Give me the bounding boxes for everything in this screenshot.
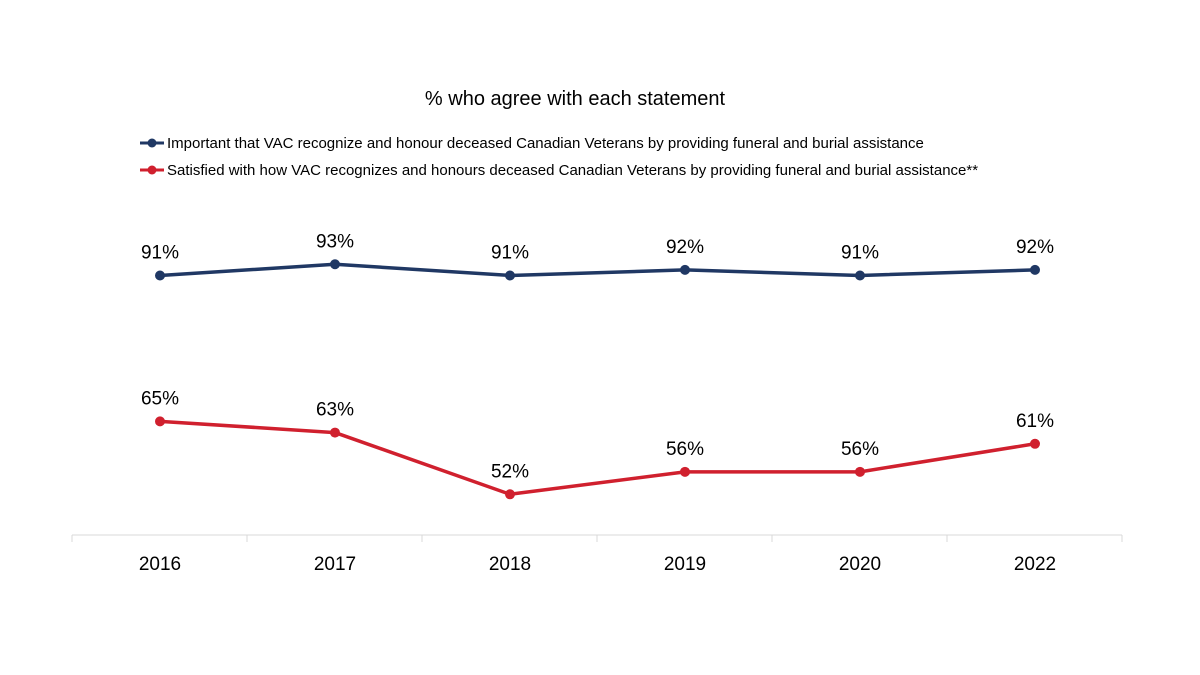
series-group: 91% 93% 91% 92% 91% 92% 65% 63% 52% 56% 56% 61% (141, 231, 1054, 500)
data-label: 91% (141, 242, 179, 263)
data-point (505, 489, 515, 500)
x-tick-label: 2020 (839, 554, 881, 575)
legend-entry-1: Satisfied with how VAC recognizes and ho… (167, 162, 978, 179)
data-point (155, 270, 165, 281)
data-label: 56% (666, 439, 704, 460)
legend-marker-0 (147, 138, 157, 148)
data-label: 91% (491, 242, 529, 263)
data-label: 93% (316, 231, 354, 252)
data-label: 52% (491, 461, 529, 482)
data-label: 65% (141, 388, 179, 409)
legend: Important that VAC recognize and honour … (140, 135, 978, 179)
data-point (155, 416, 165, 427)
data-label: 63% (316, 400, 354, 421)
data-point (680, 264, 690, 275)
x-tick-label: 2019 (664, 554, 706, 575)
data-point (680, 466, 690, 477)
data-label: 92% (1016, 237, 1054, 258)
chart-title: % who agree with each statement (425, 88, 726, 110)
x-tick-label: 2016 (139, 554, 181, 575)
x-tick-label: 2017 (314, 554, 356, 575)
x-tick-label: 2018 (489, 554, 531, 575)
series-line-1 (159, 419, 1036, 497)
data-point (1030, 438, 1040, 449)
legend-entry-0: Important that VAC recognize and honour … (167, 135, 924, 152)
data-point (330, 259, 340, 270)
data-label: 56% (841, 439, 879, 460)
legend-marker-1 (147, 165, 157, 175)
data-point (330, 427, 340, 438)
data-label: 92% (666, 237, 704, 258)
data-point (505, 270, 515, 281)
data-point (855, 270, 865, 281)
data-point (855, 466, 865, 477)
data-point (1030, 264, 1040, 275)
data-label: 91% (841, 242, 879, 263)
x-tick-label: 2022 (1014, 554, 1056, 575)
data-label: 61% (1016, 411, 1054, 432)
series-line-0 (159, 262, 1036, 278)
x-axis: 2016 2017 2018 2019 2020 2022 (71, 534, 1123, 575)
